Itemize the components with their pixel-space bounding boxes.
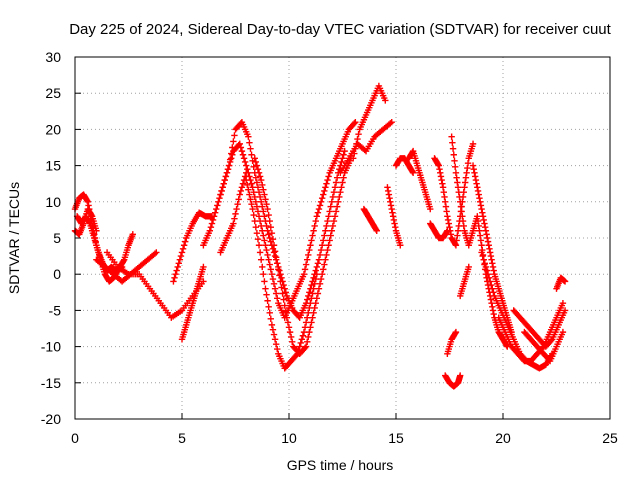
series-arc-08 [200,118,348,321]
series-arc-26 [521,328,567,365]
data-point-trail [337,118,395,177]
series-arc-28 [442,372,464,390]
data-point-trail [350,82,389,162]
series-arc-15 [360,205,380,234]
series-arc-04 [93,249,160,285]
y-axis-label: SDTVAR / TECUs [6,182,22,294]
data-point-trail [442,372,464,390]
data-point-trail [553,274,569,292]
y-tick-label: 0 [53,266,61,282]
series-arc-25 [510,307,569,350]
data-point-trail [217,169,250,256]
data-point-trail [405,147,434,213]
x-tick-label: 10 [281,430,297,446]
y-tick-label: 30 [45,49,61,65]
data-point-trail [178,263,207,343]
series-arc-09 [217,118,359,321]
series-arc-22 [469,162,515,336]
x-tick-label: 20 [495,430,511,446]
series-arc-13 [337,118,395,177]
data-point-trail [469,162,515,336]
series-arc-17 [392,155,417,177]
x-tick-label: 0 [71,430,79,446]
data-marks [71,82,569,390]
data-point-trail [521,328,567,365]
y-tick-label: -15 [41,375,61,391]
data-point-trail [392,155,417,177]
y-tick-label: 20 [45,121,61,137]
chart-title: Day 225 of 2024, Sidereal Day-to-day VTE… [69,21,611,38]
series-arc-06 [170,209,216,285]
series-arc-16 [384,184,404,249]
y-tick-label: -5 [49,302,62,318]
x-tick-label: 15 [388,430,404,446]
y-tick-label: -20 [41,411,61,427]
data-point-trail [444,328,460,358]
y-tick-label: -10 [41,339,61,355]
y-tick-label: 5 [53,230,61,246]
data-point-trail [384,184,404,249]
y-tick-label: 15 [45,158,61,174]
series-arc-27 [553,274,569,292]
data-point-trail [217,118,359,321]
data-point-trail [510,307,569,350]
data-point-trail [427,220,451,242]
data-point-trail [448,133,511,350]
x-tick-label: 5 [178,430,186,446]
x-tick-label: 25 [602,430,618,446]
series-arc-21 [448,133,511,350]
series-arc-18 [405,147,434,213]
x-axis-label: GPS time / hours [287,457,394,473]
data-point-trail [457,263,472,300]
plot-frame [74,56,611,420]
series-arc-14 [350,82,389,162]
tick-labels: 0 5 10 15 20 25 -20 -15 -10 -5 0 5 10 15 20 25 30 [41,49,618,446]
y-tick-label: 25 [45,85,61,101]
series-arc-29 [444,328,460,358]
series-arc-12 [217,169,250,256]
data-point-trail [200,118,348,321]
series-arc-07 [178,263,207,343]
y-tick-label: 10 [45,194,61,210]
series-arc-19 [427,220,451,242]
data-point-trail [170,209,216,285]
series-arc-30 [457,263,472,300]
data-point-trail [93,249,160,285]
data-point-trail [360,205,380,234]
